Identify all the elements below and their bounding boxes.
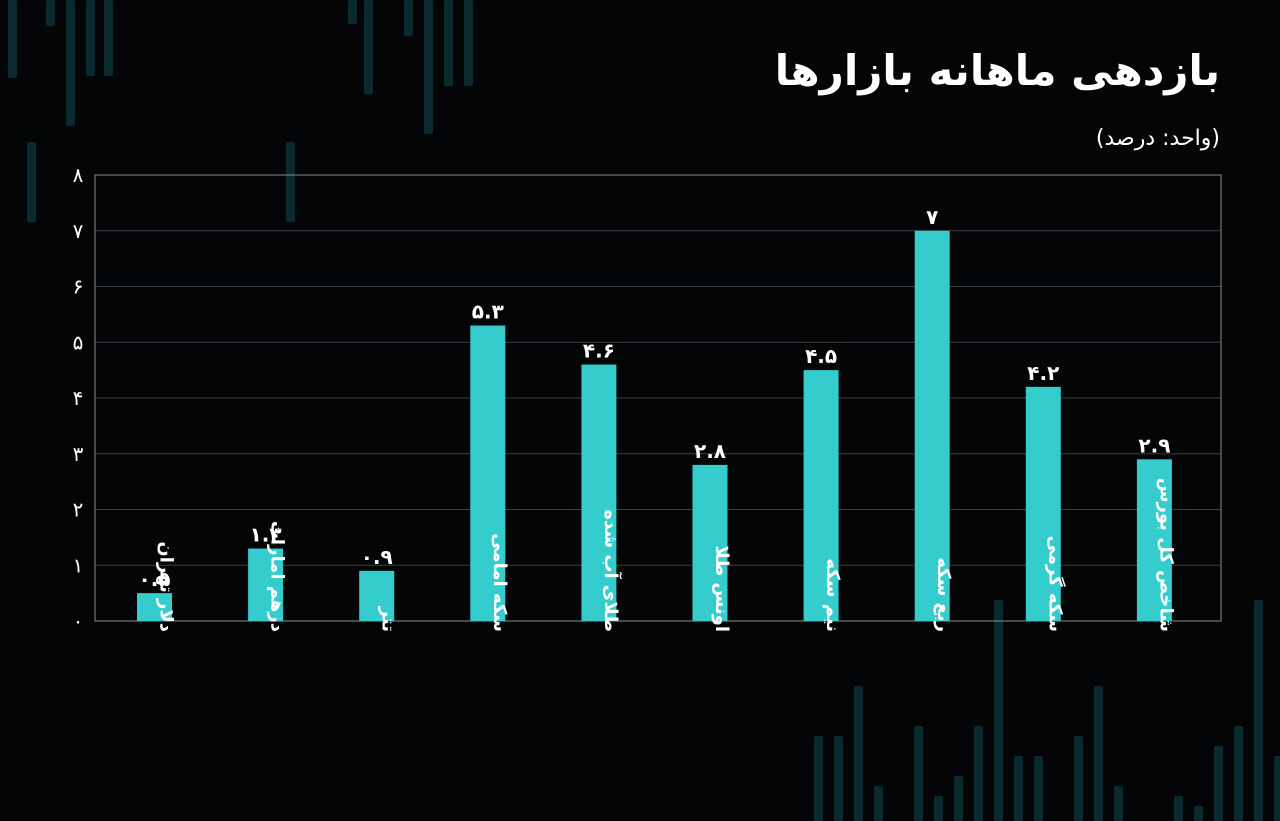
- plot-frame: [94, 174, 1222, 622]
- decor-bar: [8, 0, 17, 78]
- category-label: شاخص کل بورس: [1155, 478, 1176, 632]
- decor-bar: [1214, 746, 1223, 821]
- category-label: درهم امارات: [267, 521, 288, 632]
- y-axis-ticks: ۰ ۱ ۲ ۳ ۴ ۵ ۶ ۷ ۸: [73, 163, 84, 633]
- decor-bar: [1034, 756, 1043, 821]
- y-tick-label: ۵: [73, 330, 84, 354]
- decor-bar: [814, 736, 823, 821]
- decor-bar: [914, 726, 923, 821]
- bar: [692, 464, 728, 621]
- bar: [248, 548, 284, 621]
- category-label: سکه امامی: [489, 533, 510, 632]
- category-label: دلار تهران: [156, 541, 177, 632]
- bar-value-label: ۴.۶: [583, 339, 615, 363]
- bar: [470, 325, 506, 621]
- decor-bar: [86, 0, 95, 76]
- decor-bar: [1174, 796, 1183, 821]
- decor-bar: [286, 142, 295, 222]
- decor-bar: [46, 0, 55, 26]
- bar-value-label: ۰.۹: [361, 545, 393, 569]
- y-tick-label: ۱: [73, 553, 84, 577]
- bar-value-label: ۰.۵: [138, 567, 170, 591]
- decor-bar: [1114, 786, 1123, 821]
- y-tick-label: ۳: [73, 442, 84, 466]
- decor-bar: [66, 0, 75, 126]
- category-label: سکه گرمی: [1044, 536, 1066, 632]
- bar: [914, 230, 950, 621]
- bar-value-label: ۵.۳: [472, 300, 504, 324]
- decor-bar: [854, 686, 863, 821]
- decor-bar: [404, 0, 413, 36]
- category-label: ربع سکه: [933, 557, 954, 632]
- decor-bar: [1254, 600, 1263, 821]
- bar: [1025, 386, 1061, 621]
- y-tick-label: ۶: [73, 275, 84, 299]
- unit-label: (واحد: درصد): [1095, 126, 1220, 151]
- value-labels: ۰.۵ ۱.۳ ۰.۹ ۵.۳ ۴.۶ ۲.۸ ۴.۵ ۷ ۴.۲ ۲.۹: [138, 205, 1170, 591]
- bar: [137, 593, 172, 621]
- decor-bar: [954, 776, 963, 821]
- category-label: اونس طلا: [711, 546, 732, 632]
- decor-bar: [1234, 726, 1243, 821]
- category-labels: دلار تهران درهم امارات تتر سکه امامی طلای آب…: [156, 478, 1177, 632]
- decor-bar: [994, 600, 1003, 821]
- bars: [137, 230, 1172, 621]
- bar-value-label: ۴.۲: [1027, 361, 1059, 385]
- category-label: طلای آب شده: [600, 509, 623, 632]
- decor-bar: [1094, 686, 1103, 821]
- decor-bar: [834, 736, 843, 821]
- decor-bar: [424, 0, 433, 134]
- bar-value-label: ۲.۸: [694, 439, 726, 463]
- y-tick-label: ۸: [73, 163, 84, 187]
- category-label: تتر: [378, 606, 399, 632]
- decor-bar: [364, 0, 373, 94]
- decor-bar: [1194, 806, 1203, 821]
- bar-value-label: ۴.۵: [805, 344, 837, 368]
- chart-title: بازدهی ماهانه بازارها: [774, 46, 1220, 95]
- bar: [359, 570, 395, 621]
- decor-bar: [464, 0, 473, 86]
- decor-bar: [874, 786, 883, 821]
- y-tick-label: ۲: [73, 498, 84, 522]
- decor-bar: [444, 0, 453, 86]
- bar-value-label: ۲.۹: [1138, 433, 1170, 457]
- y-tick-label: ۴: [73, 386, 84, 410]
- bar-value-label: ۷: [926, 205, 938, 229]
- y-tick-label: ۷: [73, 219, 84, 243]
- decor-bar: [1014, 756, 1023, 821]
- decor-bar: [934, 796, 943, 821]
- decor-bar: [104, 0, 113, 76]
- y-tick-label: ۰: [73, 609, 84, 633]
- bar-value-label: ۱.۳: [250, 523, 282, 547]
- decor-bar: [1074, 736, 1083, 821]
- bar: [803, 370, 839, 621]
- decor-bar: [974, 726, 983, 821]
- bar: [1136, 459, 1172, 621]
- decor-bar: [348, 0, 357, 24]
- decor-bar: [27, 142, 36, 222]
- category-label: نیم سکه: [822, 558, 843, 632]
- decor-bar: [1274, 756, 1280, 821]
- bar: [581, 364, 617, 621]
